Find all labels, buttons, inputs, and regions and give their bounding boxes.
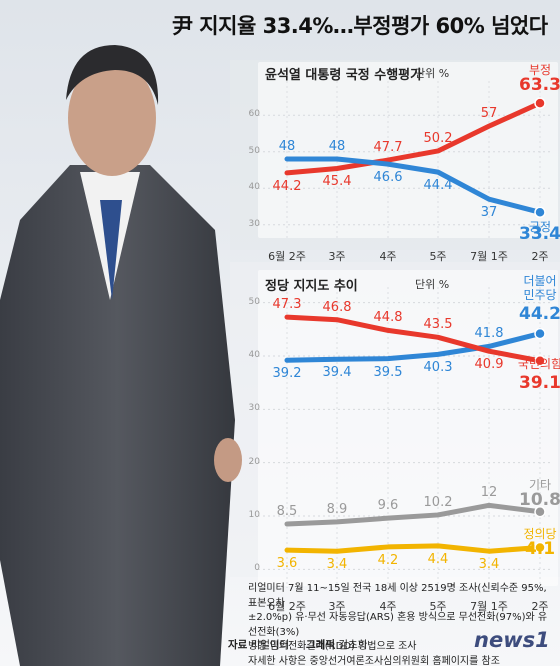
data-label: 57 <box>480 106 498 122</box>
y-tick-label: 60 <box>248 109 260 120</box>
x-tick-label: 7월 1주 <box>470 600 508 613</box>
data-label: 41.8 <box>474 326 504 342</box>
data-label: 43.5 <box>423 317 453 333</box>
data-label: 37 <box>480 205 498 221</box>
series-name: 부정 <box>528 63 552 78</box>
data-label: 47.3 <box>272 297 302 313</box>
chart-panel <box>258 62 558 238</box>
data-label: 39.5 <box>373 364 403 380</box>
data-label: 10.2 <box>423 494 453 510</box>
x-tick-label: 7월 1주 <box>470 250 508 263</box>
x-tick-label: 3주 <box>328 600 346 613</box>
headline: 尹 지지율 33.4%…부정평가 60% 넘었다 <box>172 14 548 38</box>
y-tick-label: 50 <box>248 296 260 307</box>
chart-title: 윤석열 대통령 국정 수행평가 <box>265 68 423 83</box>
data-label: 44.2 <box>272 178 302 194</box>
data-label: 46.6 <box>373 170 403 186</box>
data-label: 48 <box>278 139 296 154</box>
series-line <box>284 100 543 176</box>
note-line: 자세한 사항은 중앙선거여론조사심의위원회 홈페이지를 참조 <box>248 655 500 666</box>
source-name: 리얼미터 <box>250 639 290 651</box>
series-end-point <box>534 355 546 367</box>
data-label: 3.4 <box>478 557 500 573</box>
x-tick-label: 2주 <box>531 600 549 613</box>
y-tick-label: 10 <box>248 510 260 520</box>
data-label: 3.6 <box>276 556 298 572</box>
series-line <box>284 502 543 527</box>
data-label: 12 <box>480 485 498 501</box>
series-end-value: 10.8 <box>519 489 560 510</box>
chart-title: 정당 지지도 추이 <box>265 279 358 294</box>
series-end-value: 39.1 <box>519 372 560 393</box>
data-label: 8.9 <box>326 501 348 517</box>
data-label: 44.4 <box>423 178 453 194</box>
series-end-value: 4.1 <box>524 539 556 560</box>
series-end-value: 63.3 <box>519 75 560 96</box>
x-tick-label: 5주 <box>429 250 447 263</box>
data-label: 48 <box>328 139 346 154</box>
survey-note: 리얼미터 7월 11~15일 전국 18세 이상 2519명 조사(신뢰수준 9… <box>248 582 553 666</box>
series-end-point <box>534 206 546 219</box>
series-line <box>284 156 543 215</box>
series-end-point <box>534 541 546 554</box>
data-label: 50.2 <box>423 130 453 146</box>
x-tick-label: 2주 <box>531 250 549 263</box>
data-label: 47.7 <box>373 140 403 156</box>
series-name-line: 민주당 <box>523 287 557 302</box>
x-tick-label: 5주 <box>429 600 447 613</box>
data-label: 45.4 <box>322 174 352 190</box>
series-end-point <box>534 97 546 109</box>
data-label: 4.4 <box>427 551 449 567</box>
graphic-label: 그래픽 <box>306 639 335 651</box>
y-tick-label: 40 <box>248 350 260 360</box>
data-label: 39.4 <box>322 365 352 381</box>
series-name: 기타 <box>528 477 552 492</box>
source-label: 자료 <box>228 639 248 651</box>
y-tick-label: 40 <box>248 182 260 193</box>
y-tick-label: 20 <box>248 456 260 467</box>
y-tick-label: 30 <box>248 403 260 414</box>
unit-label: 단위 % <box>415 67 450 80</box>
data-label: 8.5 <box>276 504 298 519</box>
data-label: 44.8 <box>373 310 403 326</box>
x-tick-label: 3주 <box>328 250 346 263</box>
x-tick-label: 4주 <box>379 600 397 613</box>
series-name: 국민의힘 <box>517 356 560 371</box>
series-name: 정의당 <box>523 527 557 542</box>
x-tick-label: 4주 <box>379 250 397 263</box>
data-label: 39.2 <box>272 366 302 382</box>
note-line: 병행 임의전화걸기(RDD) 방법으로 조사 <box>248 641 417 652</box>
data-label: 40.9 <box>474 357 504 373</box>
y-tick-label: 30 <box>248 218 260 229</box>
y-tick-label: 0 <box>254 563 260 574</box>
data-label: 3.4 <box>326 557 348 573</box>
series-name: 긍정 <box>528 220 552 235</box>
series-line <box>284 543 543 554</box>
data-label: 4.2 <box>377 552 399 568</box>
series-end-point <box>534 505 546 518</box>
y-tick-label: 50 <box>248 145 260 156</box>
x-tick-label: 6월 2주 <box>268 600 306 613</box>
credit-line: 자료 리얼미터 그래픽 김초희 <box>228 637 367 652</box>
data-label: 46.8 <box>322 299 352 315</box>
x-tick-label: 6월 2주 <box>268 250 306 263</box>
series-end-value: 44.2 <box>519 303 560 324</box>
unit-label: 단위 % <box>415 278 450 291</box>
series-name-line: 더불어 <box>523 273 557 288</box>
graphic-author: 김초희 <box>338 639 368 651</box>
series-line <box>284 331 543 363</box>
series-end-point <box>534 327 546 340</box>
data-label: 40.3 <box>423 360 453 376</box>
series-line <box>284 314 543 364</box>
series-end-value: 33.4 <box>519 224 560 245</box>
series-name: 더불어 민주당 <box>523 274 556 302</box>
data-label: 9.6 <box>377 498 399 514</box>
note-line: 리얼미터 7월 11~15일 전국 18세 이상 2519명 조사(신뢰수준 9… <box>248 583 547 609</box>
news1-logo: news1 <box>474 628 550 652</box>
note-line: ±2.0%p) 유·무선 자동응답(ARS) 혼용 방식으로 무선전화(97%)… <box>248 612 548 638</box>
